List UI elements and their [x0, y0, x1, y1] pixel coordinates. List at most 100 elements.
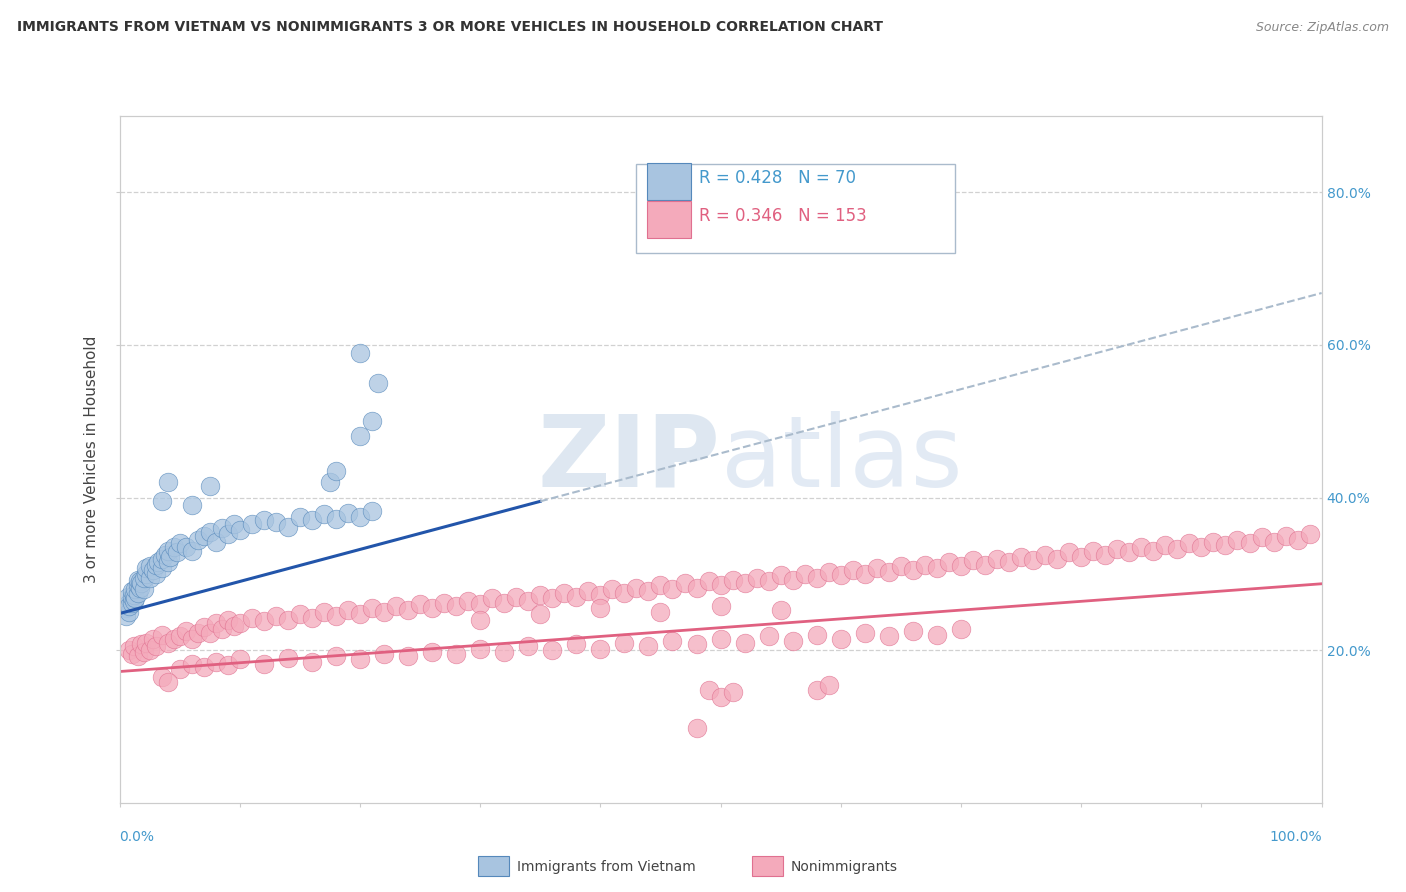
Point [734, 635, 756, 649]
Point [529, 588, 551, 602]
Point [145, 566, 167, 581]
Point [142, 563, 165, 577]
Point [1298, 527, 1320, 541]
Point [135, 635, 157, 649]
Point [589, 601, 612, 615]
Text: 100.0%: 100.0% [1270, 830, 1322, 844]
Point [118, 599, 141, 613]
Point [1215, 538, 1237, 552]
Point [150, 670, 173, 684]
Point [198, 479, 221, 493]
Point [589, 641, 612, 656]
Point [1142, 544, 1164, 558]
Point [793, 566, 815, 581]
Point [697, 682, 720, 697]
Point [1263, 534, 1285, 549]
Point [117, 598, 139, 612]
Point [367, 376, 389, 390]
Point [138, 571, 160, 585]
Point [349, 509, 371, 524]
Point [685, 581, 707, 595]
Point [122, 593, 145, 607]
Point [1022, 553, 1045, 567]
Point [129, 637, 152, 651]
Point [336, 506, 359, 520]
Point [1239, 536, 1261, 550]
Point [145, 558, 167, 572]
Point [114, 601, 136, 615]
Point [240, 517, 263, 532]
Point [1154, 538, 1177, 552]
Point [468, 641, 492, 656]
Point [361, 414, 384, 428]
Point [949, 559, 972, 574]
Point [325, 608, 347, 623]
Point [138, 559, 160, 574]
Point [228, 652, 252, 666]
Point [494, 645, 516, 659]
Point [277, 613, 299, 627]
Point [127, 586, 149, 600]
Point [132, 571, 155, 585]
Point [974, 558, 997, 572]
Point [138, 643, 160, 657]
Point [444, 599, 467, 613]
Point [685, 721, 707, 735]
Point [174, 624, 197, 639]
Point [541, 643, 564, 657]
Point [938, 555, 960, 570]
Point [198, 626, 221, 640]
Point [253, 657, 276, 671]
Point [1286, 533, 1309, 547]
Point [253, 513, 276, 527]
Point [288, 607, 311, 621]
Point [553, 586, 575, 600]
Point [301, 655, 323, 669]
Point [650, 578, 672, 592]
Point [166, 545, 188, 559]
Point [117, 590, 139, 604]
Point [420, 601, 443, 615]
Point [877, 629, 900, 643]
Point [153, 548, 176, 562]
Point [132, 582, 155, 596]
Point [204, 655, 226, 669]
Point [709, 599, 731, 613]
Point [782, 573, 804, 587]
Point [150, 560, 173, 574]
Point [661, 634, 683, 648]
Point [312, 605, 335, 619]
Point [505, 590, 527, 604]
Point [301, 611, 323, 625]
Point [129, 581, 152, 595]
Point [169, 629, 191, 643]
Point [1202, 534, 1225, 549]
Point [1178, 536, 1201, 550]
Point [129, 576, 152, 591]
Point [1250, 530, 1272, 544]
Point [162, 632, 184, 646]
Point [949, 622, 972, 636]
Point [217, 613, 239, 627]
Point [565, 637, 588, 651]
Point [444, 647, 467, 661]
Point [122, 588, 145, 602]
Point [1033, 548, 1056, 562]
Point [1010, 550, 1032, 565]
Point [150, 551, 173, 566]
Point [198, 524, 221, 539]
Point [222, 619, 245, 633]
Point [806, 682, 828, 697]
Point [127, 573, 149, 587]
Point [613, 635, 636, 649]
Point [877, 566, 900, 580]
Point [709, 578, 731, 592]
Point [866, 560, 889, 574]
Point [145, 640, 167, 654]
Point [150, 494, 173, 508]
Point [914, 558, 936, 572]
Point [842, 563, 865, 577]
Point [288, 509, 311, 524]
Point [217, 658, 239, 673]
Point [925, 628, 948, 642]
